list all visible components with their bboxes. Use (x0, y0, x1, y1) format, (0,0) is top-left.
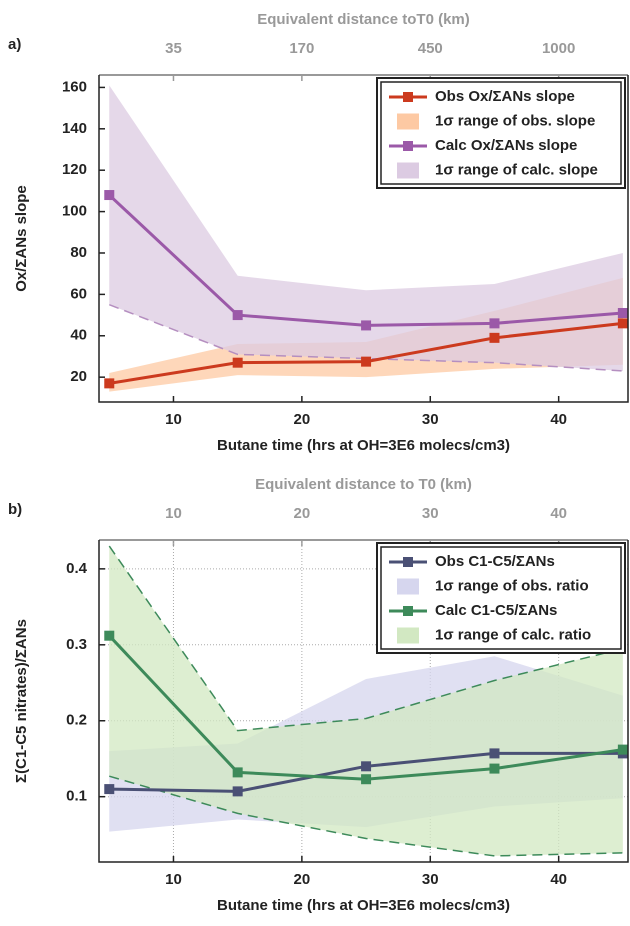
legend-patch (397, 162, 419, 179)
y-tick-label: 0.1 (66, 788, 87, 805)
top-axis-title: Equivalent distance to T0 (km) (255, 476, 472, 493)
marker (104, 630, 115, 641)
top-tick-label: 40 (550, 505, 567, 522)
y-tick-label: 0.3 (66, 636, 87, 653)
legend-label: Obs Ox/ΣANs slope (435, 88, 575, 105)
marker (361, 320, 372, 331)
marker (489, 332, 500, 343)
range-band (109, 546, 623, 856)
x-axis-title: Butane time (hrs at OH=3E6 molecs/cm3) (217, 437, 510, 454)
top-tick-label: 30 (422, 505, 439, 522)
legend-marker (403, 557, 413, 567)
x-tick-label: 40 (550, 871, 567, 888)
band-edge (109, 304, 623, 372)
x-tick-label: 10 (165, 411, 182, 428)
marker (104, 784, 115, 795)
legend-label: 1σ range of calc. ratio (435, 626, 591, 643)
legend-patch (397, 113, 419, 130)
y-tick-label: 20 (70, 368, 87, 385)
top-tick-label: 450 (418, 40, 443, 57)
y-tick-label: 60 (70, 285, 87, 302)
y-tick-label: 0.4 (66, 560, 88, 577)
marker (617, 308, 628, 319)
marker (361, 356, 372, 367)
x-tick-label: 20 (294, 411, 311, 428)
x-tick-label: 20 (294, 871, 311, 888)
top-tick-label: 10 (165, 505, 182, 522)
x-tick-label: 30 (422, 871, 439, 888)
top-tick-label: 20 (294, 505, 311, 522)
x-tick-label: 30 (422, 411, 439, 428)
legend-box-inner (380, 81, 622, 185)
y-tick-label: 80 (70, 244, 87, 261)
marker (489, 748, 500, 759)
legend-label: Calc C1-C5/ΣANs (435, 602, 557, 619)
y-tick-label: 0.2 (66, 712, 87, 729)
y-tick-label: 120 (62, 161, 87, 178)
y-tick-label: 40 (70, 327, 87, 344)
marker (617, 744, 628, 755)
panel-label: b) (8, 501, 22, 518)
marker (361, 774, 372, 785)
legend-label: 1σ range of calc. slope (435, 161, 598, 178)
axes-frame (98, 75, 629, 403)
top-axis-title: Equivalent distance toT0 (km) (257, 11, 470, 28)
marker (232, 767, 243, 778)
band-edge (108, 545, 624, 732)
legend-marker (403, 92, 413, 102)
x-tick-label: 10 (165, 871, 182, 888)
y-tick-label: 100 (62, 203, 87, 220)
x-tick-label: 40 (550, 411, 567, 428)
marker (104, 378, 115, 389)
marker (232, 786, 243, 797)
legend-label: Calc Ox/ΣANs slope (435, 137, 577, 154)
axes-frame (98, 540, 629, 863)
top-tick-label: 170 (289, 40, 314, 57)
legend-label: 1σ range of obs. slope (435, 112, 595, 129)
marker (489, 318, 500, 329)
y-axis-title: Σ(C1-C5 nitrates)/ΣANs (13, 619, 30, 783)
y-tick-label: 140 (62, 120, 87, 137)
top-tick-label: 35 (165, 40, 182, 57)
marker (104, 190, 115, 201)
marker (489, 763, 500, 774)
y-axis-title: Ox/ΣANs slope (13, 185, 30, 292)
marker (232, 310, 243, 321)
top-tick-label: 1000 (542, 40, 575, 57)
band-edge (109, 775, 623, 857)
legend-patch (397, 627, 419, 644)
legend-label: Obs C1-C5/ΣANs (435, 553, 555, 570)
marker (617, 318, 628, 329)
legend-marker (403, 606, 413, 616)
x-axis-title: Butane time (hrs at OH=3E6 molecs/cm3) (217, 897, 510, 914)
legend-box-inner (380, 546, 622, 650)
legend-marker (403, 141, 413, 151)
panel-label: a) (8, 36, 21, 53)
range-band (109, 85, 623, 371)
marker (232, 357, 243, 368)
legend-patch (397, 578, 419, 595)
marker (361, 761, 372, 772)
legend-label: 1σ range of obs. ratio (435, 577, 589, 594)
y-tick-label: 160 (62, 78, 87, 95)
